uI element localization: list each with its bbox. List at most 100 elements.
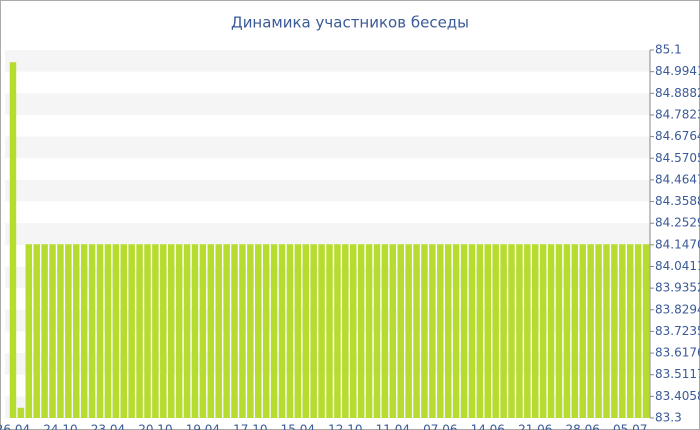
- bar: [389, 244, 397, 418]
- bar: [634, 244, 642, 418]
- bar: [239, 244, 246, 418]
- bar: [57, 244, 64, 418]
- chart-title: Динамика участников беседы: [231, 14, 469, 32]
- bar: [120, 244, 127, 418]
- bar: [191, 244, 199, 418]
- bar: [642, 244, 650, 418]
- bar: [342, 244, 349, 418]
- bar: [167, 244, 175, 418]
- bar: [532, 244, 539, 418]
- bar: [231, 244, 238, 418]
- bar: [278, 244, 286, 418]
- y-tick-label: 84.0411: [655, 259, 700, 273]
- x-tick-label: 11.04: [376, 423, 410, 430]
- x-tick-label: 26.04: [0, 423, 30, 430]
- x-tick-label: 19.04: [186, 423, 220, 430]
- bar: [175, 244, 183, 418]
- x-tick-label: 21.06: [518, 423, 552, 430]
- bar: [365, 244, 373, 418]
- x-tick-label: 23.04: [91, 423, 125, 430]
- y-tick-label: 84.8882: [655, 86, 700, 100]
- y-tick-label: 83.6176: [655, 346, 700, 360]
- y-tick-label: 83.4058: [655, 389, 700, 403]
- bar: [65, 244, 72, 418]
- bar: [144, 244, 151, 418]
- bar: [9, 62, 17, 419]
- x-tick-label: 24.10: [43, 423, 77, 430]
- bar: [357, 244, 365, 418]
- bar: [508, 244, 515, 418]
- bar: [318, 244, 325, 418]
- grid-band: [5, 223, 650, 245]
- bar: [33, 244, 40, 418]
- bar: [262, 244, 270, 418]
- bar: [619, 244, 626, 418]
- y-tick-label: 84.2529: [655, 216, 700, 230]
- bar: [476, 244, 484, 418]
- y-tick-label: 83.5117: [655, 367, 700, 381]
- bar: [73, 244, 80, 418]
- grid-band: [5, 93, 650, 115]
- y-tick-label: 85.1: [655, 43, 682, 57]
- bar: [25, 244, 33, 418]
- bar: [128, 244, 135, 418]
- bar: [294, 244, 302, 418]
- bar: [160, 244, 167, 418]
- bar: [247, 244, 254, 418]
- bar: [334, 244, 341, 418]
- grid-band: [5, 50, 650, 72]
- bar: [41, 244, 48, 418]
- bar: [152, 244, 159, 418]
- bar: [468, 244, 476, 418]
- grid-band: [5, 179, 650, 202]
- bar: [373, 244, 381, 418]
- bar: [215, 244, 222, 418]
- x-tick-label: 17.10: [233, 423, 267, 430]
- y-tick-label: 83.3: [655, 411, 682, 425]
- y-tick-label: 84.5705: [655, 151, 700, 165]
- bar: [397, 244, 404, 418]
- bar: [626, 244, 634, 418]
- bar: [413, 244, 420, 418]
- bar: [96, 244, 104, 418]
- bar: [429, 244, 436, 418]
- bar: [611, 244, 618, 418]
- bar: [516, 244, 523, 418]
- bar: [286, 244, 294, 418]
- bar: [17, 407, 25, 418]
- bar: [104, 244, 112, 418]
- x-tick-label: 28.06: [566, 423, 600, 430]
- bar: [571, 244, 579, 418]
- bar: [405, 244, 412, 418]
- bar: [88, 244, 96, 418]
- bar: [255, 244, 262, 418]
- bar: [587, 244, 594, 418]
- bar: [484, 244, 492, 418]
- x-tick-label: 15.04: [281, 423, 315, 430]
- y-tick-label: 84.4647: [655, 172, 700, 186]
- y-tick-label: 84.6764: [655, 129, 700, 143]
- y-tick-label: 83.9352: [655, 281, 700, 295]
- x-tick-label: 12.10: [328, 423, 362, 430]
- bar: [452, 244, 460, 418]
- bar: [326, 244, 333, 418]
- bar: [302, 244, 310, 418]
- y-tick-label: 83.8294: [655, 302, 700, 316]
- y-tick-label: 84.1470: [655, 237, 700, 251]
- bar: [555, 244, 563, 418]
- grid-band: [5, 136, 650, 159]
- bar: [136, 244, 143, 418]
- x-tick-label: 05.07: [613, 423, 647, 430]
- bar: [310, 244, 317, 418]
- bar: [349, 244, 357, 418]
- bar: [460, 244, 468, 418]
- bar: [112, 244, 120, 418]
- bar: [207, 244, 215, 418]
- bar: [524, 244, 531, 418]
- bar: [603, 244, 610, 418]
- bar: [595, 244, 602, 418]
- bar: [199, 244, 207, 418]
- bar: [80, 244, 88, 418]
- bar: [49, 244, 56, 418]
- y-tick-label: 84.7823: [655, 107, 700, 121]
